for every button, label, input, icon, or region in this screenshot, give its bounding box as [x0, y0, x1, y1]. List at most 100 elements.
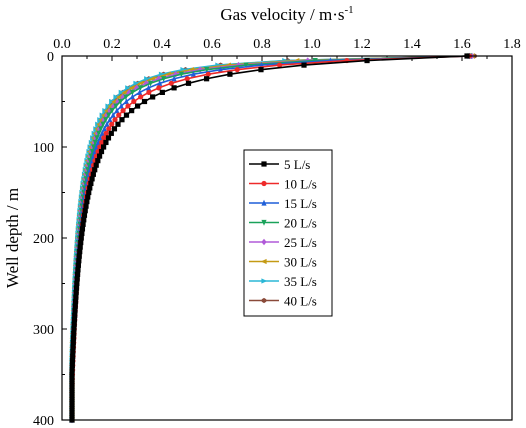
data-point [80, 221, 86, 227]
data-point [129, 108, 135, 114]
data-point [125, 103, 131, 109]
data-point [94, 135, 100, 142]
data-point [161, 76, 167, 82]
data-point [184, 76, 190, 82]
data-point [72, 308, 78, 314]
legend-label: 20 L/s [284, 216, 317, 231]
data-point [96, 153, 103, 159]
x-tick-label: 1.0 [303, 37, 321, 52]
data-point [120, 108, 126, 114]
legend-label: 10 L/s [284, 177, 317, 192]
x-tick-label: 1.8 [503, 37, 521, 52]
data-point [109, 121, 115, 127]
data-point [144, 76, 150, 82]
data-point [69, 385, 75, 391]
data-point [90, 171, 96, 177]
data-point [123, 112, 130, 118]
data-point [69, 358, 76, 364]
y-tick-label: 0 [47, 50, 54, 65]
data-point [74, 271, 81, 277]
data-point [123, 94, 129, 101]
data-point [88, 153, 94, 160]
data-point [87, 185, 93, 191]
data-point [113, 103, 119, 110]
data-point [70, 353, 76, 359]
data-point [204, 76, 210, 82]
data-point [74, 280, 80, 287]
y-tick-label: 400 [33, 414, 54, 428]
y-tick-label: 100 [33, 141, 54, 156]
plot-frame [61, 55, 513, 421]
data-point [81, 217, 87, 223]
data-point [72, 303, 78, 309]
data-point [69, 408, 75, 414]
legend-marker [261, 297, 267, 304]
data-point [138, 94, 144, 100]
x-axis-title: Gas velocity / m·s-1 [220, 4, 353, 24]
legend-marker [261, 278, 268, 284]
data-point [141, 98, 148, 105]
data-point [106, 126, 112, 132]
data-point [82, 208, 88, 214]
x-axis-ticks: 0.0 0.2 0.4 0.6 0.8 1.0 1.2 1.4 1.6 1.8 [53, 37, 521, 61]
data-point [72, 299, 79, 305]
data-point [145, 84, 152, 91]
data-point [98, 126, 104, 132]
x-tick-label: 1.6 [453, 37, 471, 52]
data-point [168, 80, 174, 86]
data-point [70, 344, 76, 350]
legend-marker [260, 258, 267, 265]
data-point [364, 57, 370, 64]
data-point [204, 67, 210, 73]
data-point [95, 158, 101, 164]
legend: 5 L/s 10 L/s 15 L/s 20 L/s 25 L/s 30 L/s 35 L/… [243, 149, 333, 317]
data-point [112, 117, 118, 123]
data-point [171, 75, 177, 82]
data-point [88, 180, 94, 186]
data-point [119, 117, 125, 123]
data-point [131, 98, 137, 105]
data-point [71, 330, 77, 337]
data-point [76, 253, 82, 259]
data-point [87, 158, 93, 164]
data-point [69, 362, 75, 368]
data-point [77, 249, 83, 255]
data-point [77, 244, 83, 250]
data-point [84, 199, 90, 205]
data-point [137, 89, 143, 95]
data-point [75, 267, 81, 273]
data-point [104, 121, 110, 127]
legend-marker [261, 238, 267, 246]
data-point [71, 321, 77, 328]
x-tick-label: 0.2 [103, 37, 121, 52]
data-point [116, 112, 122, 118]
x-tick-label: 0.8 [253, 37, 271, 52]
data-point [301, 62, 307, 68]
x-tick-label: 0.4 [153, 37, 171, 52]
legend-item: 25 L/s [249, 235, 317, 250]
legend-item: 5 L/s [249, 157, 310, 172]
x-tick-label: 0.6 [203, 37, 221, 52]
data-point [107, 116, 113, 123]
data-point [70, 335, 77, 341]
data-point [103, 130, 109, 136]
data-point [71, 317, 78, 323]
data-point [185, 80, 192, 86]
data-point [96, 130, 102, 137]
data-point [137, 85, 144, 92]
data-point [234, 67, 240, 73]
data-point [92, 167, 98, 173]
plot-area [68, 52, 477, 424]
data-point [69, 367, 75, 373]
data-point [105, 135, 112, 141]
data-point [101, 116, 107, 123]
data-point [103, 139, 109, 146]
x-tick-label: 1.4 [403, 37, 421, 52]
legend-item: 20 L/s [249, 216, 317, 231]
data-point [69, 381, 75, 387]
legend-marker [261, 219, 267, 226]
legend-label: 30 L/s [284, 255, 317, 270]
data-point [98, 148, 105, 155]
legend-box [243, 149, 333, 317]
